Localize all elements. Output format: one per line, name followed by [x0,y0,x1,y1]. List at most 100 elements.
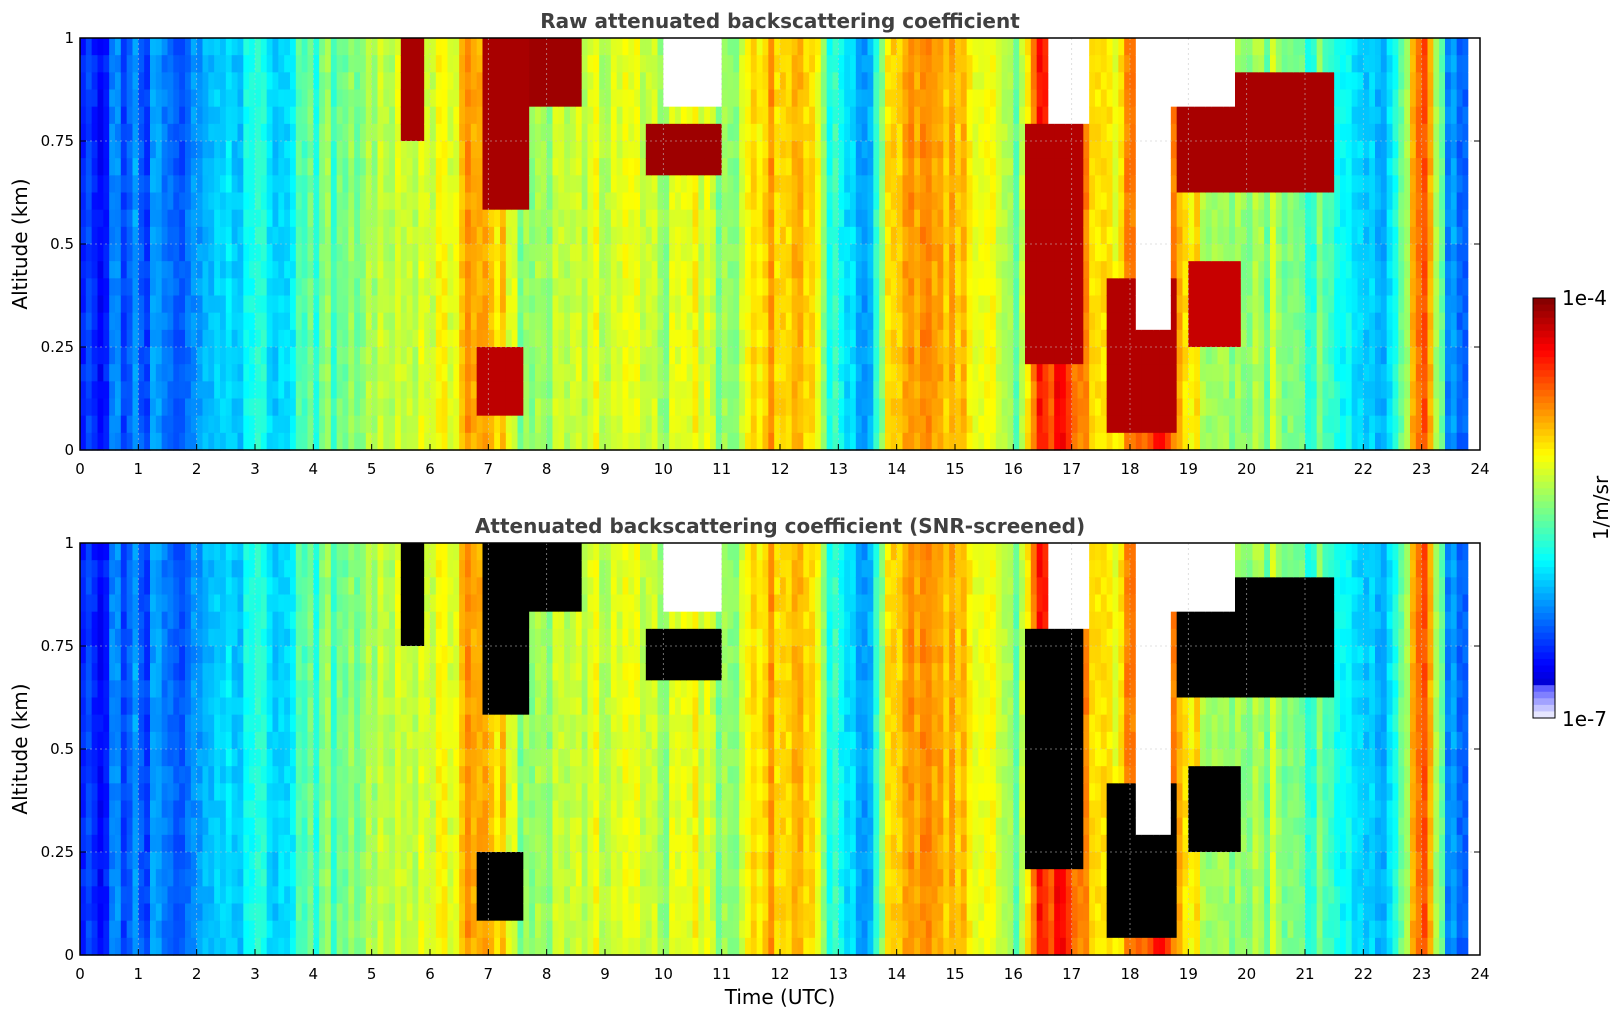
heatmap-cell [680,381,688,400]
heatmap-cell [628,89,635,108]
heatmap-cell [365,415,373,434]
heatmap-cell [150,312,157,331]
heatmap-cell [675,123,682,142]
heatmap-cell [500,432,507,451]
heatmap-cell [885,278,892,297]
heatmap-cell [803,106,810,125]
heatmap-cell [1118,55,1125,73]
heatmap-cell [529,381,536,400]
heatmap-cell [260,398,268,417]
heatmap-cell [202,72,209,91]
heatmap-cell [488,226,495,245]
heatmap-cell [739,381,746,400]
heatmap-cell [809,209,816,228]
heatmap-cell [605,295,612,314]
heatmap-cell [599,364,606,382]
heatmap-cell [780,415,787,434]
heatmap-cell [984,347,991,365]
heatmap-cell [855,72,863,91]
heatmap-cell [651,72,659,91]
heatmap-cell [447,244,454,262]
heatmap-cell [400,278,408,297]
heatmap-cell [301,415,309,434]
heatmap-cell [960,295,968,314]
heatmap-cell [949,55,956,73]
heatmap-cell [955,209,962,228]
heatmap-cell [377,329,384,348]
heatmap-cell [1170,432,1178,451]
heatmap-cell [698,364,705,382]
heatmap-cell [109,398,116,417]
heatmap-cell [570,72,577,91]
heatmap-cell [721,415,729,434]
heatmap-cell [1264,312,1271,331]
heatmap-cell [365,55,373,73]
heatmap-cell [733,141,740,159]
heatmap-cell [844,106,851,125]
heatmap-cell [1106,72,1114,91]
heatmap-cell [1019,123,1026,142]
heatmap-cell [1252,381,1259,400]
heatmap-cell [406,89,414,108]
heatmap-cell [1065,192,1073,211]
heatmap-cell [371,398,379,417]
heatmap-cell [855,106,863,125]
heatmap-cell [1141,415,1149,434]
heatmap-cell [616,141,624,159]
heatmap-cell [990,415,997,434]
heatmap-cell [138,261,145,279]
heatmap-cell [873,192,880,211]
heatmap-cell [395,55,402,73]
heatmap-cell [103,123,110,142]
heatmap-cell [1112,398,1119,417]
heatmap-cell [389,432,396,451]
heatmap-cell [1252,141,1259,159]
heatmap-cell [365,175,373,194]
heatmap-cell [756,364,764,382]
heatmap-cell [855,329,863,348]
heatmap-cell [785,364,793,382]
heatmap-cell [488,123,495,142]
heatmap-cell [995,141,1003,159]
heatmap-cell [85,158,93,176]
heatmap-cell [896,244,904,262]
heatmap-cell [243,106,250,125]
heatmap-cell [395,329,402,348]
heatmap-cell [896,278,904,297]
heatmap-cell [476,123,484,142]
heatmap-cell [546,432,554,451]
heatmap-cell [610,209,618,228]
heatmap-cell [1060,432,1067,451]
heatmap-cell [120,209,128,228]
heatmap-cell [260,312,268,331]
heatmap-cell [517,244,524,262]
heatmap-cell [260,244,268,262]
heatmap-cell [400,415,408,434]
heatmap-cell [1065,226,1073,245]
heatmap-cell [243,141,250,159]
heatmap-cell [1141,72,1149,91]
heatmap-cell [1275,381,1283,400]
heatmap-cell [867,295,874,314]
heatmap-cell [330,278,338,297]
heatmap-cell [1077,278,1084,297]
heatmap-cell [109,38,116,56]
heatmap-cell [727,364,734,382]
heatmap-cell [1048,347,1055,365]
heatmap-cell [330,38,338,56]
heatmap-cell [1194,415,1201,434]
heatmap-cell [1118,364,1125,382]
heatmap-cell [990,312,997,331]
heatmap-cell [826,312,834,331]
heatmap-cell [780,209,787,228]
heatmap-cell [1054,141,1061,159]
heatmap-cell [966,106,974,125]
heatmap-cell [1170,55,1178,73]
heatmap-cell [1112,38,1119,56]
heatmap-cell [529,415,536,434]
heatmap-cell [815,398,822,417]
heatmap-cell [861,89,869,108]
heatmap-cell [132,192,139,211]
heatmap-cell [552,261,559,279]
heatmap-cell [645,106,653,125]
